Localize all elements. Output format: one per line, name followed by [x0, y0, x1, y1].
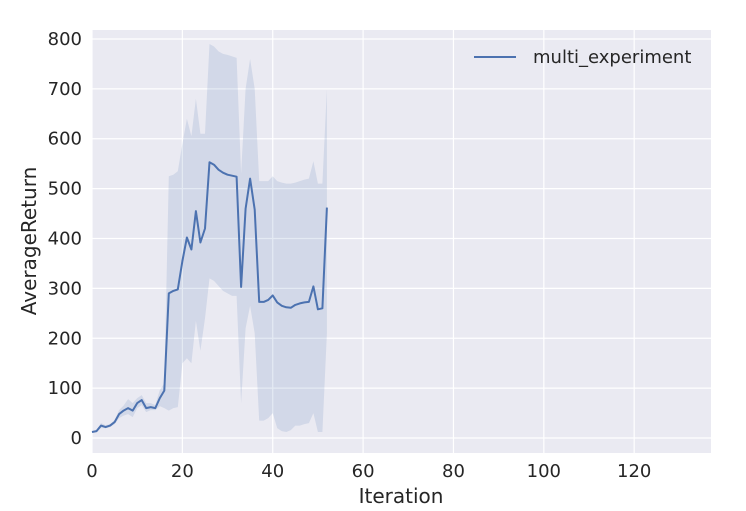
y-tick-label: 300: [48, 278, 82, 299]
y-axis-label: AverageReturn: [17, 167, 41, 316]
y-axis-ticks: 0 100 200 300 400 500 600 700 800: [48, 29, 82, 449]
y-tick-label: 800: [48, 29, 82, 50]
series-lines: [91, 161, 328, 433]
x-tick-label: 60: [352, 461, 375, 482]
series-line: [91, 161, 328, 433]
legend: multi_experiment: [474, 47, 691, 68]
confidence-band: [92, 44, 327, 433]
grid: [91, 30, 711, 453]
y-tick-label: 500: [48, 179, 82, 200]
x-tick-label: 40: [261, 461, 284, 482]
y-tick-label: 0: [71, 428, 82, 449]
y-tick-label: 100: [48, 378, 82, 399]
y-tick-label: 400: [48, 229, 82, 250]
confidence-bands: [92, 44, 327, 433]
x-tick-label: 120: [617, 461, 651, 482]
y-tick-label: 200: [48, 328, 82, 349]
x-tick-label: 0: [86, 461, 97, 482]
x-tick-label: 20: [171, 461, 194, 482]
x-tick-label: 80: [442, 461, 465, 482]
x-axis-label: Iteration: [359, 484, 444, 508]
plot-background: [92, 30, 711, 453]
y-tick-label: 600: [48, 129, 82, 150]
legend-label: multi_experiment: [533, 47, 691, 68]
x-tick-label: 100: [527, 461, 561, 482]
x-axis-ticks: 0 20 40 60 80 100 120: [86, 461, 651, 482]
y-tick-label: 700: [48, 79, 82, 100]
